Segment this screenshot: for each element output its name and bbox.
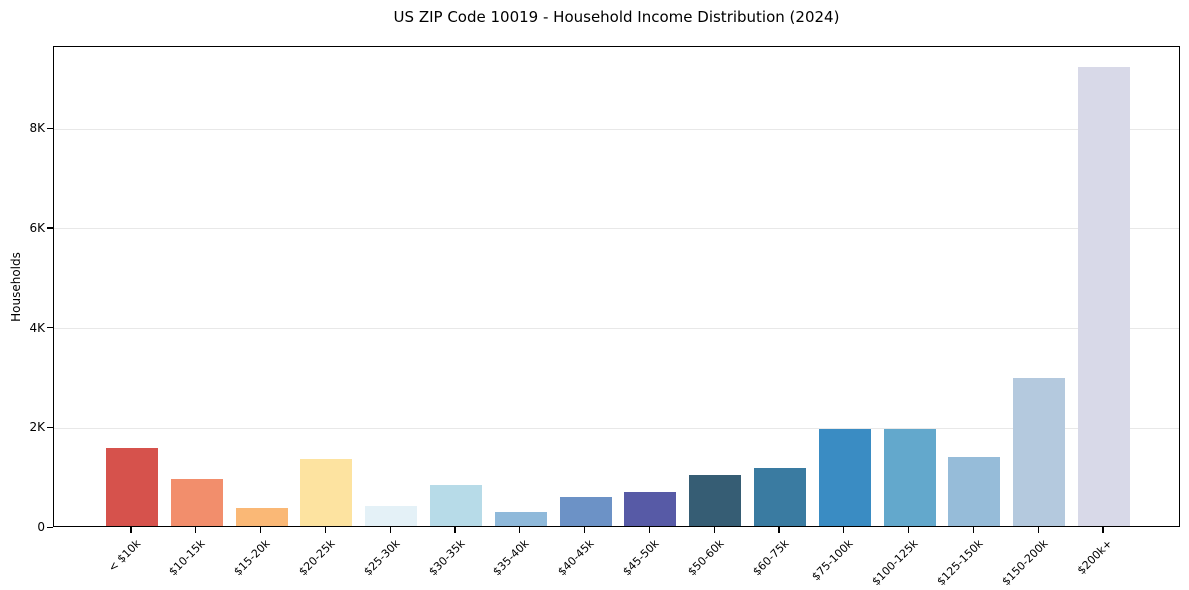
bar-20-25k (300, 458, 353, 526)
y-tick-mark (47, 526, 53, 528)
bar-45-50k (624, 491, 677, 526)
gridline (54, 427, 1179, 429)
chart-title: US ZIP Code 10019 - Household Income Dis… (393, 8, 840, 26)
x-tick-label: $35-40k (490, 537, 533, 579)
x-tick-label: $125-150k (934, 537, 986, 589)
y-tick-mark (47, 127, 53, 129)
y-tick-label: 4K (29, 320, 45, 335)
bar-200k (1078, 67, 1130, 526)
x-tick-label: $15-20k (231, 537, 273, 579)
x-tick-mark (843, 527, 845, 533)
y-axis-label: Households (9, 252, 23, 322)
bar-35-40k (494, 512, 547, 526)
bar-150-200k (1013, 377, 1066, 526)
x-tick-mark (1102, 527, 1104, 533)
gridline (54, 328, 1179, 330)
x-tick-label: $45-50k (620, 537, 662, 579)
y-tick-mark (47, 426, 53, 428)
y-tick-label: 8K (29, 121, 45, 136)
x-tick-mark (389, 527, 391, 533)
bar-25-30k (365, 506, 418, 526)
x-tick-mark (648, 527, 650, 533)
x-tick-mark (324, 527, 326, 533)
y-tick-label: 0 (37, 520, 45, 534)
x-tick-label: $200k+ (1075, 537, 1116, 578)
y-tick-mark (47, 327, 53, 329)
x-tick-label: $75-100k (809, 537, 857, 584)
x-tick-label: $50-60k (685, 537, 727, 579)
gridline (54, 228, 1179, 230)
x-tick-label: $60-75k (749, 537, 792, 579)
bar-10-15k (170, 479, 223, 526)
x-tick-label: $20-25k (296, 537, 338, 579)
x-tick-mark (908, 527, 910, 533)
x-tick-label: $150-200k (999, 537, 1051, 589)
x-tick-label: < $10k (105, 537, 144, 575)
x-tick-mark (519, 527, 521, 533)
x-tick-mark (584, 527, 586, 533)
x-tick-label: $30-35k (425, 537, 468, 579)
x-tick-mark (972, 527, 974, 533)
bar-50-60k (689, 475, 742, 526)
bar-60-75k (754, 467, 806, 526)
x-tick-mark (713, 527, 715, 533)
bar-10k (106, 448, 158, 526)
bar-100-125k (883, 428, 936, 526)
x-tick-mark (454, 527, 456, 533)
bar-125-150k (948, 457, 1001, 526)
x-tick-label: $100-125k (869, 537, 921, 589)
y-tick-mark (47, 227, 53, 229)
bar-30-35k (430, 484, 482, 526)
x-tick-mark (130, 527, 132, 533)
x-tick-mark (195, 527, 197, 533)
x-tick-label: $25-30k (361, 537, 403, 579)
x-tick-mark (778, 527, 780, 533)
y-tick-label: 2K (29, 420, 45, 435)
plot-area (53, 46, 1180, 527)
x-tick-label: $40-45k (555, 537, 597, 579)
x-tick-label: $10-15k (166, 537, 209, 579)
gridline (54, 128, 1179, 130)
x-tick-mark (260, 527, 262, 533)
bar-75-100k (818, 428, 871, 526)
x-tick-mark (1037, 527, 1039, 533)
y-tick-label: 6K (29, 220, 45, 235)
bar-40-45k (559, 497, 612, 526)
bar-15-20k (235, 508, 288, 526)
